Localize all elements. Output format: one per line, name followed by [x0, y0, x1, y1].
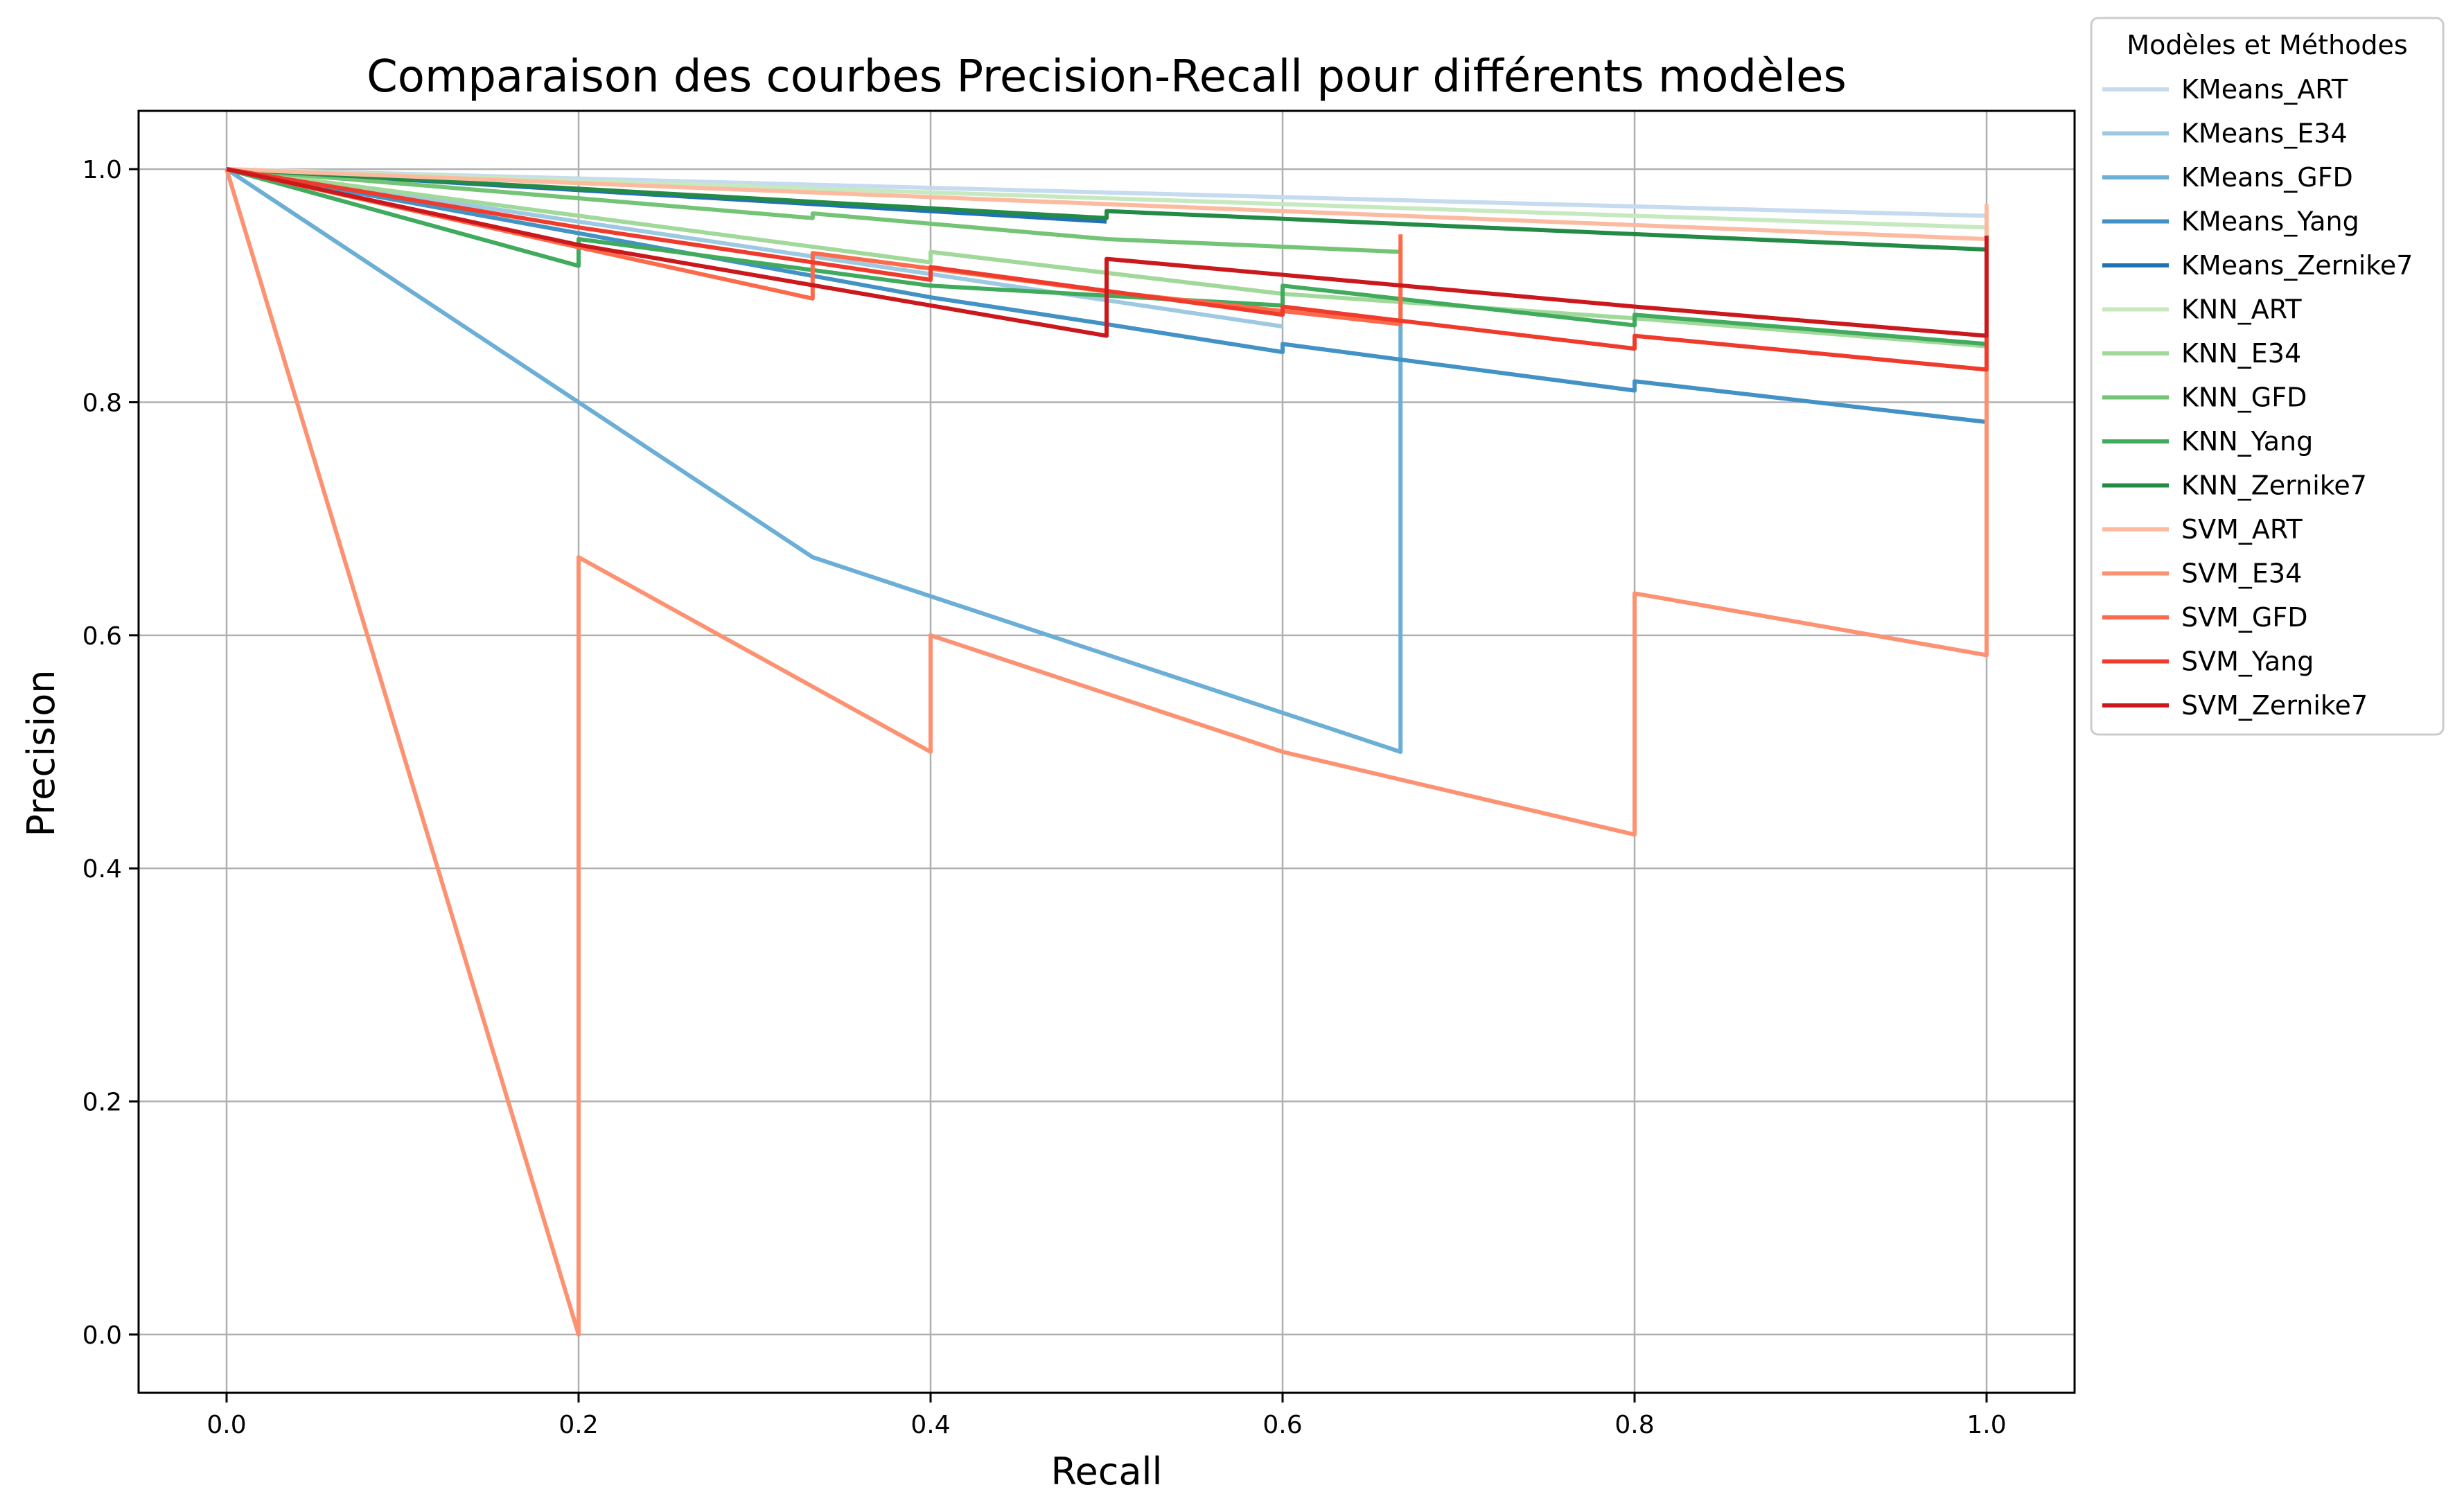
x-tick-label: 0.8 — [1614, 1411, 1654, 1439]
legend-label: SVM_E34 — [2181, 559, 2302, 589]
legend-box — [2090, 17, 2445, 736]
series-line-svm-gfd — [226, 167, 1403, 326]
x-tick-label: 0.4 — [910, 1411, 950, 1439]
legend-label: KNN_Yang — [2181, 426, 2313, 457]
legend-label: KMeans_Zernike7 — [2181, 250, 2413, 281]
legend-label: SVM_GFD — [2181, 602, 2307, 633]
legend-title: Modèles et Méthodes — [2127, 30, 2407, 60]
legend-label: SVM_Zernike7 — [2181, 690, 2368, 721]
y-tick-label: 0.4 — [82, 855, 122, 884]
x-tick-label: 0.0 — [206, 1411, 246, 1439]
y-tick-label: 0.6 — [82, 622, 122, 651]
legend-label: KMeans_E34 — [2181, 118, 2348, 149]
series-lines — [225, 167, 1989, 1337]
y-tick-label: 1.0 — [82, 156, 122, 184]
legend-label: KMeans_GFD — [2181, 162, 2353, 193]
legend-label: KNN_ART — [2181, 295, 2302, 325]
legend: Modèles et Méthodes KMeans_ART KMeans_E34… — [2090, 17, 2445, 736]
series-line-svm-e34 — [225, 168, 1989, 1337]
x-tick-label: 1.0 — [1966, 1411, 2006, 1439]
y-tick-label: 0.2 — [82, 1089, 122, 1117]
legend-label: KMeans_Yang — [2181, 206, 2359, 237]
x-tick-label: 0.2 — [558, 1411, 598, 1439]
legend-label: KNN_Zernike7 — [2181, 471, 2367, 501]
legend-label: SVM_Yang — [2181, 647, 2314, 677]
series-line-knn-gfd — [226, 167, 1401, 254]
axis-ticks: 0.0 0.2 0.4 0.6 0.8 1.0 0.0 0.2 0.4 0.6 0.8 1.0 — [82, 156, 2007, 1439]
legend-label: SVM_ART — [2181, 514, 2303, 545]
x-axis-title: Recall — [1050, 1450, 1162, 1493]
series-line-svm-yang — [226, 167, 1989, 372]
legend-label: KNN_GFD — [2181, 383, 2307, 413]
y-tick-label: 0.8 — [82, 389, 122, 417]
series-line-knn-zernike7 — [226, 167, 1987, 252]
legend-label: KMeans_ART — [2181, 74, 2348, 105]
series-line-svm-zernike7 — [226, 167, 1989, 338]
plot-frame — [137, 109, 2076, 1394]
legend-items: KMeans_ART KMeans_E34 KMeans_GFD KMeans_Yan… — [2102, 74, 2413, 721]
legend-label: KNN_E34 — [2181, 338, 2301, 369]
x-tick-label: 0.6 — [1262, 1411, 1302, 1439]
chart-title: Comparaison des courbes Precision-Recall… — [367, 51, 1847, 103]
series-line-kmeans-gfd — [225, 167, 1403, 754]
y-tick-label: 0.0 — [82, 1321, 122, 1350]
y-axis-title: Precision — [19, 670, 63, 837]
